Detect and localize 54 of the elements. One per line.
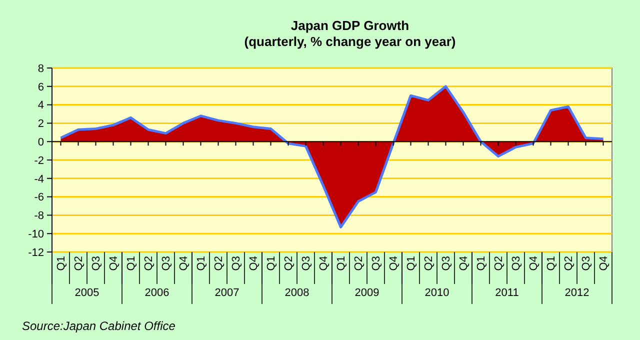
x-tick-label: Q2: [283, 256, 296, 271]
x-tick-label: Q1: [336, 256, 348, 271]
chart-title: Japan GDP Growth: [290, 18, 410, 33]
y-tick-label: -6: [34, 192, 44, 204]
y-tick-label: -10: [28, 228, 44, 240]
source-note: Source:Japan Cabinet Office: [22, 319, 176, 333]
x-tick-label: Q4: [458, 256, 470, 271]
x-tick-label: Q1: [476, 256, 488, 271]
y-tick-label: -12: [28, 246, 44, 259]
text: 2011: [495, 287, 519, 299]
x-tick-label: Q1: [546, 256, 558, 271]
x-tick-label: Q4: [318, 256, 330, 271]
text: 2012: [564, 287, 590, 299]
x-tick-label: Q4: [108, 256, 120, 271]
x-tick-label: Q1: [406, 256, 418, 271]
x-tick-label: Q1: [126, 256, 138, 271]
x-tick-label: Q3: [300, 256, 313, 271]
x-tick-label: Q2: [143, 256, 156, 271]
x-tick-label: Q3: [440, 256, 453, 271]
x-tick-label: Q1: [196, 256, 208, 271]
text: 2006: [144, 287, 170, 299]
x-tick-label: Q1: [56, 256, 68, 271]
x-tick-label: Q2: [213, 256, 226, 271]
x-tick-label: Q3: [510, 256, 523, 271]
x-tick-label: Q2: [353, 256, 366, 271]
x-tick-label: Q3: [580, 256, 593, 271]
text: 2009: [354, 287, 380, 299]
x-tick-label: Q4: [248, 256, 260, 271]
x-tick-label: Q2: [493, 256, 506, 271]
y-tick-label: -4: [34, 173, 44, 186]
y-tick-label: 4: [38, 100, 44, 112]
y-tick-label: 6: [38, 81, 44, 94]
x-tick-label: Q3: [370, 256, 383, 271]
x-tick-label: Q1: [266, 256, 278, 271]
y-tick-label: 0: [38, 136, 44, 148]
x-tick-label: Q4: [598, 256, 610, 271]
x-tick-label: Q4: [178, 256, 190, 271]
x-tick-label: Q2: [73, 256, 86, 271]
x-tick-label: Q3: [90, 256, 103, 271]
y-tick-label: 8: [38, 62, 44, 75]
x-tick-label: Q4: [388, 256, 400, 271]
chart-subtitle: (quarterly, % change year on year): [244, 34, 456, 49]
x-tick-label: Q3: [160, 256, 173, 271]
text: 2010: [424, 287, 450, 299]
x-tick-label: Q4: [528, 256, 540, 271]
text: 2007: [214, 287, 240, 299]
x-tick-label: Q2: [563, 256, 576, 271]
x-tick-label: Q3: [230, 256, 243, 271]
y-tick-label: -2: [34, 154, 44, 167]
text: 2008: [284, 287, 310, 299]
y-tick-label: 2: [38, 118, 44, 130]
x-tick-label: Q2: [423, 256, 436, 271]
text: 2005: [74, 287, 100, 299]
y-tick-label: -8: [34, 210, 44, 222]
